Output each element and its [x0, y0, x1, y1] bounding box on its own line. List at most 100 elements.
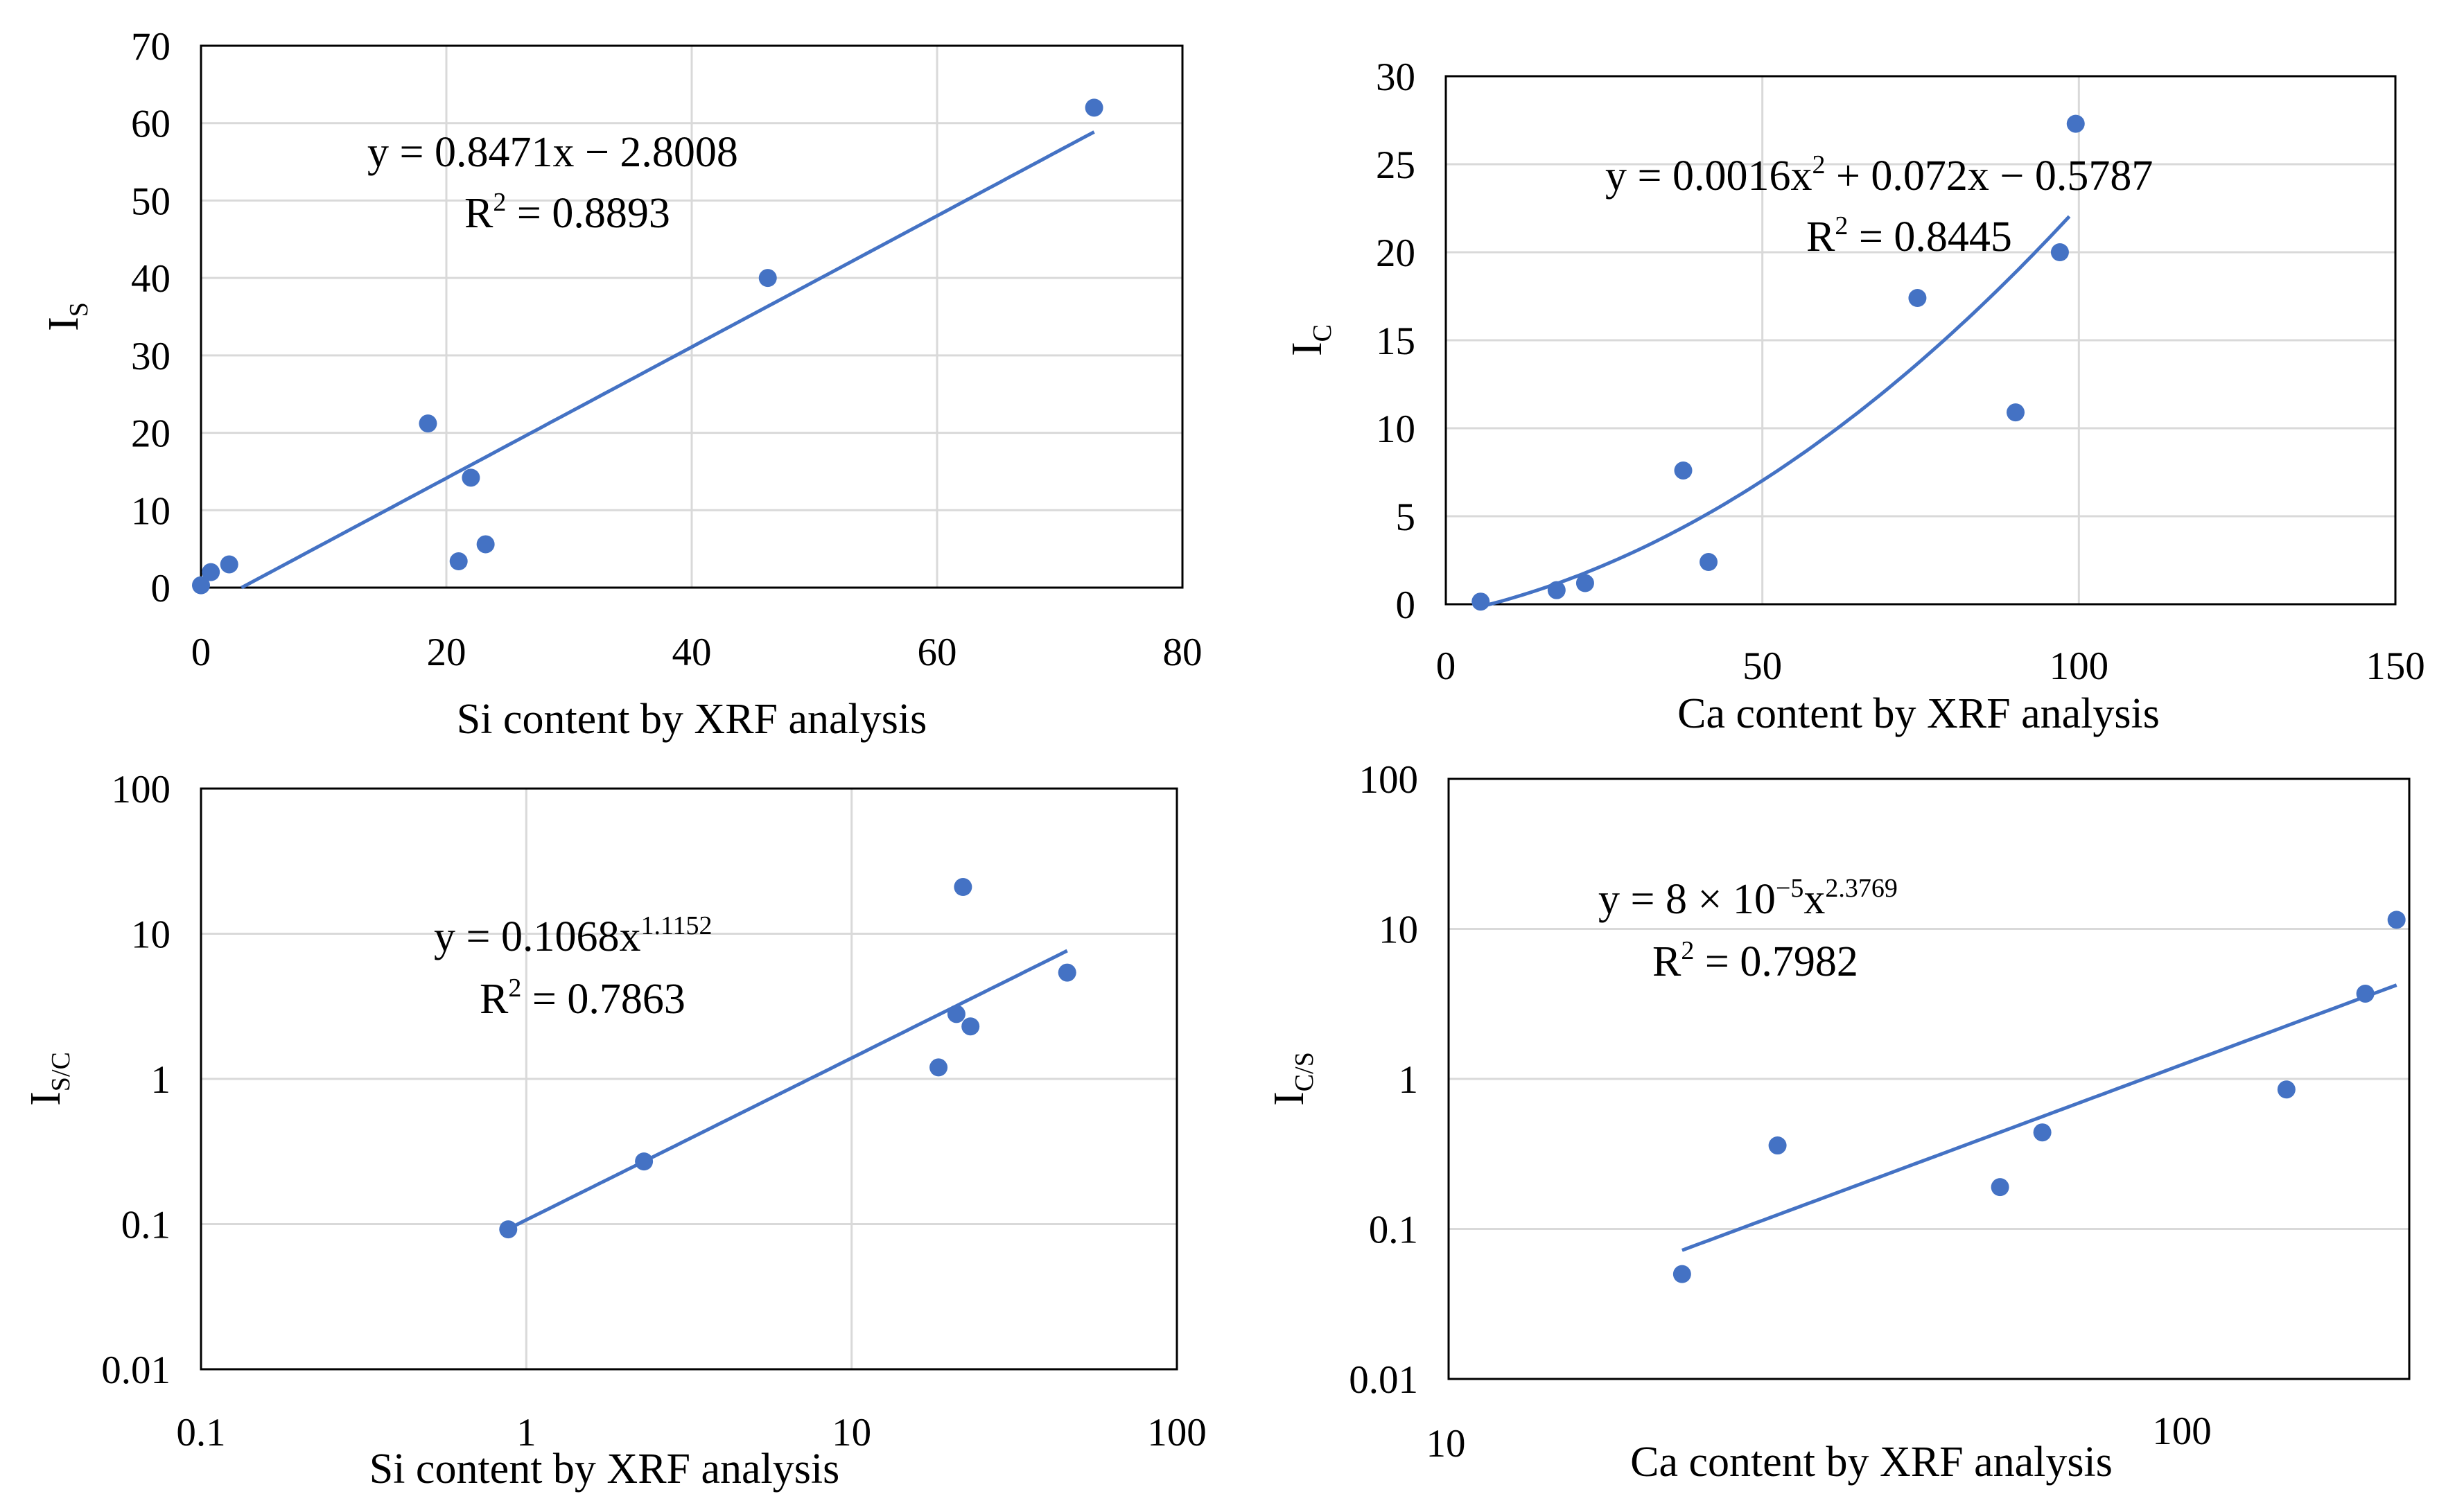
- trend-equation: y = 0.1068x1.1152: [434, 911, 713, 960]
- x-tick-label: 100: [2152, 1409, 2212, 1453]
- data-point: [476, 535, 495, 554]
- gridlines: [201, 46, 1182, 588]
- y-axis-label: IC: [1284, 324, 1337, 356]
- y-tick-label: 0: [1396, 583, 1416, 627]
- trend-equation: y = 0.8471x − 2.8008: [367, 129, 738, 176]
- data-point: [2387, 911, 2406, 929]
- y-tick-label: 0.1: [121, 1204, 171, 1247]
- x-tick-label: 0: [191, 631, 211, 674]
- r-squared: R2 = 0.8893: [464, 188, 670, 237]
- y-axis-label: IS/C: [22, 1052, 76, 1106]
- y-tick-label: 20: [1376, 231, 1415, 275]
- x-tick-label: 40: [672, 631, 712, 674]
- y-tick-label: 100: [1359, 758, 1419, 802]
- data-point: [1058, 963, 1076, 982]
- trendline: [241, 130, 1095, 590]
- trend-equation: y = 8 × 10−5x2.3769: [1598, 874, 1898, 923]
- y-tick-label: 50: [131, 179, 171, 223]
- y-tick-label: 0.01: [1349, 1358, 1418, 1402]
- data-point: [758, 269, 777, 288]
- r-squared: R2 = 0.7982: [1652, 936, 1858, 985]
- y-tick-label: 40: [131, 257, 171, 301]
- data-point: [947, 1005, 966, 1023]
- data-point: [2277, 1080, 2296, 1099]
- data-point: [202, 563, 220, 581]
- data-point: [2007, 403, 2025, 422]
- data-point: [220, 555, 238, 574]
- x-axis-label: Si content by XRF analysis: [369, 1445, 840, 1493]
- x-tick-label: 100: [2050, 644, 2109, 688]
- data-point: [499, 1220, 518, 1239]
- y-tick-label: 20: [131, 412, 171, 456]
- trendline: [507, 949, 1068, 1231]
- x-tick-label: 20: [427, 631, 466, 674]
- x-tick-label: 80: [1163, 631, 1203, 674]
- chart-si-is: 0 10 20 30 40 50 60 70 0 20 40 60 80 y = 0.8471x − …: [40, 25, 1203, 743]
- y-tick-labels: 0.01 0.1 1 10 100: [101, 768, 171, 1392]
- x-tick-label: 150: [2366, 644, 2425, 688]
- x-tick-labels: 0 20 40 60 80: [191, 631, 1203, 674]
- y-tick-label: 15: [1376, 319, 1415, 363]
- data-point: [1908, 289, 1927, 308]
- gridlines: [1449, 928, 2409, 1230]
- data-point: [1085, 98, 1103, 117]
- r-squared: R2 = 0.7863: [480, 974, 685, 1023]
- y-axis-label: IS: [40, 302, 94, 331]
- y-tick-label: 10: [131, 913, 171, 957]
- y-tick-label: 0.01: [101, 1348, 171, 1392]
- x-tick-label: 10: [1426, 1422, 1466, 1466]
- y-axis-label: IC/S: [1266, 1052, 1319, 1106]
- data-point: [1547, 581, 1566, 599]
- y-tick-label: 10: [1376, 407, 1415, 451]
- y-tick-label: 70: [131, 25, 171, 69]
- x-tick-label: 50: [1742, 644, 1782, 688]
- data-points: [192, 98, 1103, 595]
- gridlines: [201, 789, 1177, 1369]
- data-points: [1471, 114, 2085, 611]
- x-axis-label: Si content by XRF analysis: [457, 696, 927, 743]
- plot-frame: [1447, 777, 2411, 1380]
- x-tick-label: 10: [832, 1411, 871, 1454]
- plot-frame: [1444, 75, 2397, 606]
- trendline: [1681, 983, 2397, 1252]
- chart-ca-ic: 0 5 10 15 20 25 30 0 50 100 150 y = 0.0016x2 + 0.…: [1284, 55, 2425, 737]
- y-tick-label: 100: [112, 768, 171, 811]
- y-tick-label: 60: [131, 103, 171, 146]
- trend-equation: y = 0.0016x2 + 0.072x − 0.5787: [1605, 150, 2153, 200]
- data-point: [2066, 114, 2085, 133]
- data-point: [635, 1152, 654, 1171]
- x-tick-labels: 10 100: [1426, 1409, 2212, 1466]
- y-tick-label: 0.1: [1369, 1208, 1418, 1252]
- data-point: [419, 414, 437, 433]
- data-point: [1700, 553, 1718, 572]
- x-tick-label: 100: [1147, 1411, 1207, 1454]
- y-tick-label: 30: [1376, 55, 1415, 99]
- data-point: [961, 1017, 980, 1036]
- y-tick-label: 1: [151, 1058, 171, 1102]
- data-point: [2356, 984, 2375, 1003]
- data-point: [192, 576, 210, 595]
- data-point: [1674, 461, 1693, 480]
- y-tick-label: 10: [131, 489, 171, 533]
- data-point: [1768, 1136, 1787, 1155]
- y-tick-label: 5: [1396, 495, 1416, 539]
- y-tick-label: 0: [151, 567, 171, 610]
- y-tick-label: 1: [1399, 1058, 1419, 1102]
- x-axis-label: Ca content by XRF analysis: [1630, 1439, 2113, 1486]
- gridlines: [1446, 76, 2395, 604]
- data-point: [2033, 1123, 2052, 1142]
- plot-frame: [200, 787, 1178, 1371]
- y-tick-label: 30: [131, 335, 171, 378]
- y-tick-labels: 0 5 10 15 20 25 30: [1376, 55, 1415, 627]
- y-tick-label: 10: [1379, 908, 1418, 952]
- trendline: [1485, 215, 2071, 608]
- x-tick-labels: 0.1 1 10 100: [176, 1411, 1206, 1454]
- data-point: [1575, 574, 1594, 592]
- r-squared: R2 = 0.8445: [1806, 211, 2012, 261]
- data-point: [1991, 1178, 2009, 1197]
- data-points: [1672, 911, 2406, 1283]
- chart-si-isc: 0.01 0.1 1 10 100 0.1 1 10 100 y = 0.1068x1.115…: [22, 768, 1207, 1493]
- data-point: [462, 468, 480, 487]
- data-point: [929, 1058, 948, 1077]
- x-tick-labels: 0 50 100 150: [1436, 644, 2425, 688]
